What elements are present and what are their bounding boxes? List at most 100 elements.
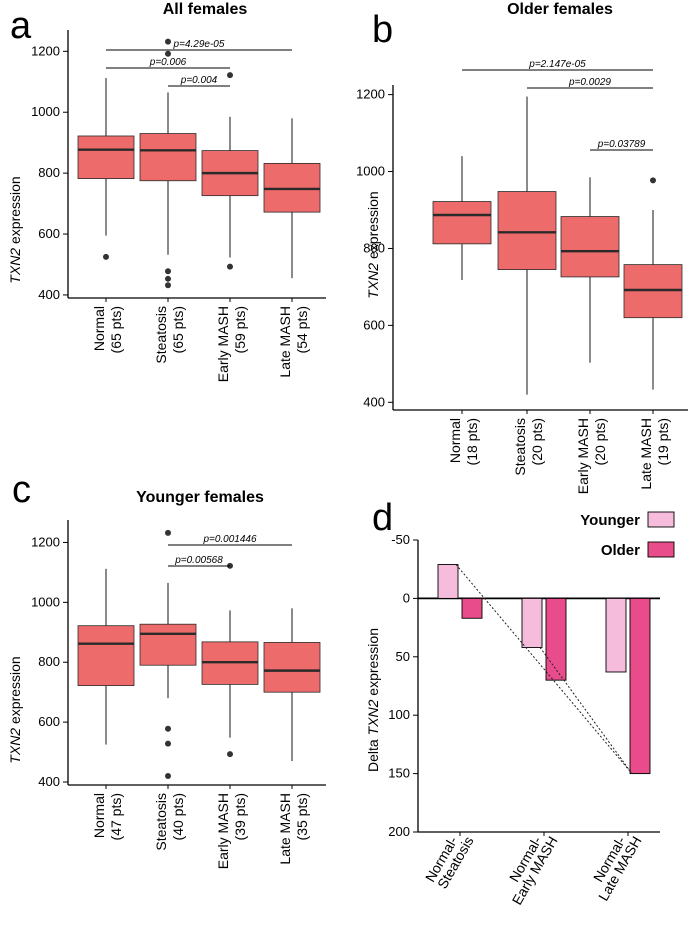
panel-b-ytick-label: 1000 [356, 164, 385, 179]
box-iqr [497, 191, 557, 271]
panel-a-ytick-label: 400 [38, 287, 60, 302]
outlier-point [165, 268, 171, 275]
panel-a-ylabel: TXN2 expression [7, 176, 23, 283]
panel-d-ytick-label: 0 [403, 590, 410, 605]
box-iqr [432, 201, 492, 245]
panel-c-box-3 [263, 608, 321, 762]
outlier-point [650, 177, 656, 184]
panel-d-ytick-label: 50 [396, 649, 410, 664]
panel-a-count-label: (54 pts) [294, 306, 310, 353]
panel-c-count-label: (35 pts) [294, 793, 310, 840]
panel-b-pvalue: p=0.0029 [568, 77, 611, 88]
panel-a-title: All females [163, 1, 248, 18]
panel-d-ytick-label: 200 [388, 824, 410, 839]
panel-b-box-3 [623, 177, 683, 390]
box-iqr [263, 162, 321, 213]
panel-b-ylabel: TXN2 expression [365, 191, 381, 298]
panel-b-ytick-label: 800 [363, 240, 385, 255]
panel-c-count-label: (47 pts) [108, 793, 124, 840]
panel-letter-b: b [372, 9, 393, 51]
panel-c-category-label: Early MASH [215, 793, 231, 869]
panel-c-ytick-label: 400 [38, 774, 60, 789]
panel-c-count-label: (39 pts) [232, 793, 248, 840]
panel-c-pvalue: p=0.00568 [174, 555, 223, 566]
panel-b-pvalue: p=0.03789 [597, 139, 646, 150]
panel-d-bar-younger [605, 597, 627, 673]
box-iqr [77, 135, 135, 180]
panel-a-category-label: Steatosis [153, 306, 169, 364]
panel-b-count-label: (20 pts) [529, 418, 545, 465]
panel-a-pvalue: p=4.29e-05 [173, 39, 225, 50]
outlier-point [165, 773, 171, 780]
panel-a-ytick-label: 1000 [31, 104, 60, 119]
outlier-point [165, 50, 171, 57]
panel-a-box-1 [139, 38, 197, 289]
box-iqr [77, 625, 135, 686]
panel-a-pvalue: p=0.006 [149, 57, 187, 68]
panel-b-count-label: (18 pts) [464, 418, 480, 465]
panel-letter-a: a [10, 5, 32, 47]
panel-c-box-1 [139, 529, 197, 780]
outlier-point [165, 38, 171, 45]
box-iqr [560, 216, 620, 278]
panel-c-ytick-label: 1000 [31, 594, 60, 609]
panel-a-count-label: (65 pts) [170, 306, 186, 353]
panel-d-bar-older [545, 597, 567, 681]
outlier-point [227, 751, 233, 758]
box-iqr [139, 133, 197, 182]
panel-letter-c: c [12, 469, 31, 511]
panel-b-pvalue: p=2.147e-05 [528, 59, 586, 70]
panel-a-count-label: (59 pts) [232, 306, 248, 353]
panel-a-ytick-label: 600 [38, 226, 60, 241]
outlier-point [165, 529, 171, 536]
outlier-point [165, 282, 171, 289]
panel-a-box-0 [77, 78, 135, 260]
panel-b-count-label: (19 pts) [655, 418, 671, 465]
outlier-point [227, 72, 233, 79]
panel-a-category-label: Normal [91, 306, 107, 351]
panel-a-pvalue: p=0.004 [180, 75, 218, 86]
panel-c-category-label: Steatosis [153, 793, 169, 851]
outlier-point [227, 263, 233, 270]
panel-b-category-label: Early MASH [575, 418, 591, 494]
panel-d-ytick-label: 100 [388, 707, 410, 722]
panel-a-count-label: (65 pts) [108, 306, 124, 353]
panel-d-legend-label-older: Older [601, 542, 640, 559]
panel-a-box-2 [201, 72, 259, 270]
panel-d-bar-younger [437, 564, 459, 599]
panel-c-count-label: (40 pts) [170, 793, 186, 840]
panel-b-ytick-label: 1200 [356, 87, 385, 102]
panel-b-category-label: Normal [447, 418, 463, 463]
panel-b-category-label: Steatosis [512, 418, 528, 476]
panel-letter-d: d [372, 497, 393, 539]
panel-c-ytick-label: 1200 [31, 534, 60, 549]
panel-d-legend-swatch-older [647, 541, 675, 558]
panel-c-box-0 [77, 568, 135, 745]
panel-b-count-label: (20 pts) [592, 418, 608, 465]
panel-d-bar-younger [521, 597, 543, 648]
outlier-point [165, 740, 171, 747]
panel-d-ytick-label: 150 [388, 766, 410, 781]
panel-c-ylabel: TXN2 expression [7, 656, 23, 763]
panel-c-ytick-label: 800 [38, 654, 60, 669]
panel-b-ytick-label: 400 [363, 394, 385, 409]
panel-d-legend-label-younger: Younger [580, 512, 640, 529]
panel-c-category-label: Normal [91, 793, 107, 838]
panel-d-bar-older [461, 597, 483, 619]
panel-c-title: Younger females [136, 489, 264, 506]
panel-a-category-label: Late MASH [277, 306, 293, 378]
panel-d-connector [455, 564, 633, 774]
panel-b-ytick-label: 600 [363, 317, 385, 332]
panel-a-box-3 [263, 118, 321, 279]
outlier-point [165, 725, 171, 732]
panel-a-category-label: Early MASH [215, 306, 231, 382]
panel-a-ytick-label: 1200 [31, 43, 60, 58]
box-iqr [139, 623, 197, 666]
panel-b-title: Older females [507, 1, 613, 18]
panel-b-category-label: Late MASH [638, 418, 654, 490]
panel-a-ytick-label: 800 [38, 165, 60, 180]
panel-d-bar-older [629, 597, 651, 775]
panel-c-ytick-label: 600 [38, 714, 60, 729]
